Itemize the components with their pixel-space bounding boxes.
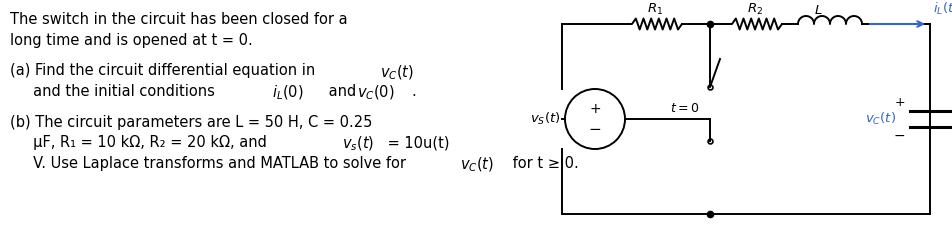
Text: +: + [589, 102, 601, 116]
Text: $v_C(0)$: $v_C(0)$ [357, 84, 395, 102]
Text: and the initial conditions: and the initial conditions [10, 84, 220, 99]
Text: $v_C(t)$: $v_C(t)$ [380, 63, 414, 82]
Text: $t=0$: $t=0$ [670, 103, 700, 115]
Text: $i_L(0)$: $i_L(0)$ [272, 84, 304, 102]
Text: (b) The circuit parameters are L = 50 H, C = 0.25: (b) The circuit parameters are L = 50 H,… [10, 114, 372, 129]
Text: long time and is opened at t = 0.: long time and is opened at t = 0. [10, 32, 252, 47]
Text: $R_2$: $R_2$ [747, 2, 764, 17]
Text: $v_s(t)$: $v_s(t)$ [342, 135, 374, 153]
Text: = 10u(t): = 10u(t) [383, 135, 449, 150]
Text: −: − [588, 121, 602, 136]
Text: $i_L(t)$: $i_L(t)$ [933, 1, 952, 17]
Text: $L$: $L$ [814, 4, 823, 17]
Text: V. Use Laplace transforms and MATLAB to solve for: V. Use Laplace transforms and MATLAB to … [10, 156, 410, 171]
Text: $v_C(t)$: $v_C(t)$ [460, 156, 494, 174]
Text: μF, R₁ = 10 kΩ, R₂ = 20 kΩ, and: μF, R₁ = 10 kΩ, R₂ = 20 kΩ, and [10, 135, 271, 150]
Text: (a) Find the circuit differential equation in: (a) Find the circuit differential equati… [10, 63, 320, 78]
Text: .: . [411, 84, 416, 99]
Text: and: and [324, 84, 361, 99]
Text: $R_1$: $R_1$ [647, 2, 664, 17]
Text: −: − [893, 129, 905, 143]
Text: $v_S(t)$: $v_S(t)$ [529, 111, 560, 127]
Text: The switch in the circuit has been closed for a: The switch in the circuit has been close… [10, 12, 347, 27]
Text: for t ≥ 0.: for t ≥ 0. [508, 156, 579, 171]
Text: +: + [894, 96, 905, 109]
Text: $v_C(t)$: $v_C(t)$ [865, 111, 896, 127]
